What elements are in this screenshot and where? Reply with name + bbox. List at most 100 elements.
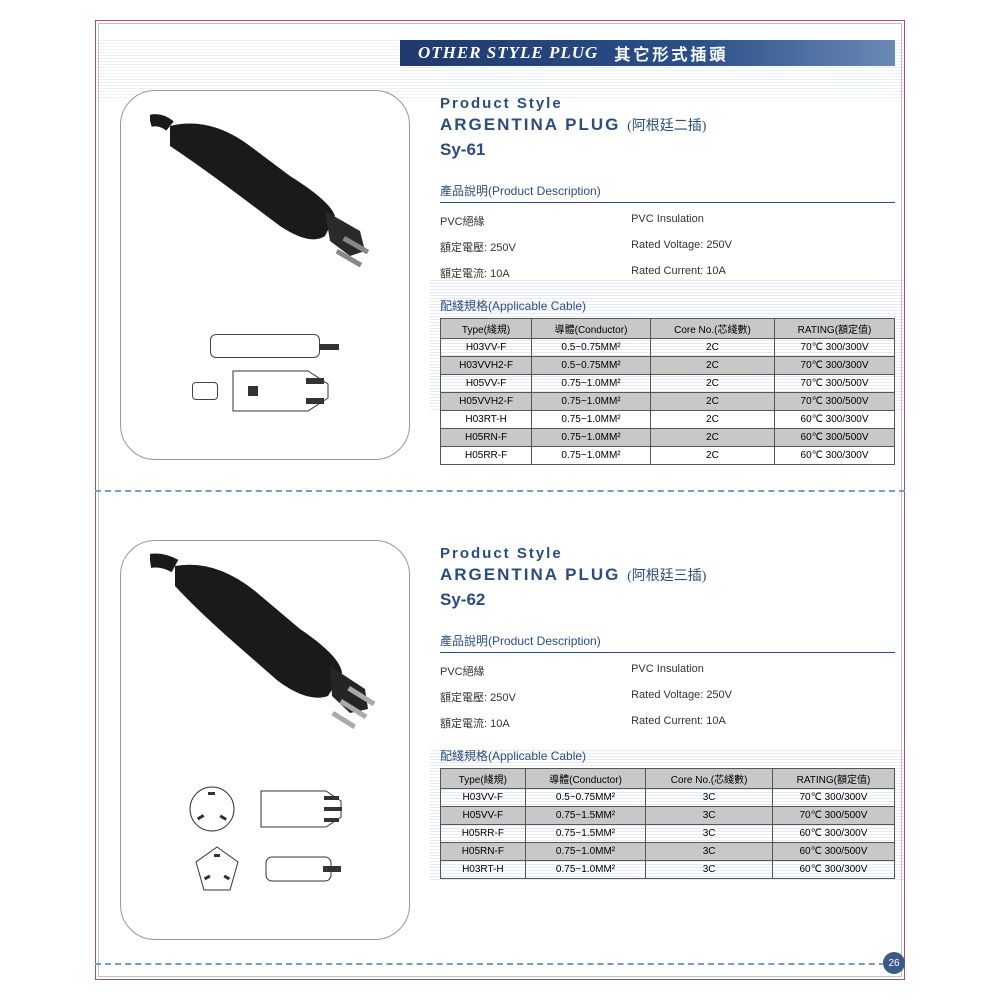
table-cell: 3C — [646, 861, 772, 879]
table-header-cell: 導體(Conductor) — [525, 769, 646, 789]
plug-photo-2 — [145, 551, 385, 751]
table-row: H03VVH2-F0.5~0.75MM²2C70℃ 300/300V — [441, 357, 895, 375]
table-cell: 2C — [650, 357, 774, 375]
table-cell: 70℃ 300/500V — [772, 807, 894, 825]
cable-table-1: Type(綫規)導體(Conductor)Core No.(芯綫數)RATING… — [440, 318, 895, 465]
table-cell: H05RR-F — [441, 825, 526, 843]
table-row: H05RR-F0.75~1.0MM²2C60℃ 300/300V — [441, 447, 895, 465]
table-cell: 0.5~0.75MM² — [532, 339, 651, 357]
table-cell: 0.75~1.0MM² — [532, 447, 651, 465]
table-row: H05VV-F0.75~1.5MM²3C70℃ 300/500V — [441, 807, 895, 825]
table-cell: 0.75~1.0MM² — [525, 861, 646, 879]
desc-header-2: 產品說明(Product Description) — [440, 632, 895, 653]
table-cell: 2C — [650, 339, 774, 357]
plug-diagram-1 — [131, 301, 399, 449]
table-cell: 60℃ 300/300V — [775, 411, 895, 429]
cable-header-2: 配綫規格(Applicable Cable) — [440, 747, 895, 764]
product-title-2: ARGENTINA PLUG (阿根廷三插) — [440, 565, 895, 585]
table-cell: 2C — [650, 447, 774, 465]
table-header-cell: Type(綫規) — [441, 769, 526, 789]
table-cell: 70℃ 300/300V — [775, 357, 895, 375]
table-cell: 70℃ 300/300V — [775, 339, 895, 357]
desc-cell: Rated Voltage: 250V — [631, 239, 895, 255]
table-cell: 2C — [650, 429, 774, 447]
desc-cell: 額定電壓: 250V — [440, 239, 631, 255]
table-row: H03RT-H0.75~1.0MM²2C60℃ 300/300V — [441, 411, 895, 429]
desc-cell: Rated Current: 10A — [631, 715, 895, 731]
table-cell: 2C — [650, 411, 774, 429]
plug-diagram-2 — [131, 751, 399, 929]
product-info-2: Product Style ARGENTINA PLUG (阿根廷三插) Sy-… — [440, 545, 895, 879]
table-cell: H05VVH2-F — [441, 393, 532, 411]
table-cell: 70℃ 300/300V — [772, 789, 894, 807]
table-row: H03VV-F0.5~0.75MM²3C70℃ 300/300V — [441, 789, 895, 807]
table-cell: 0.75~1.0MM² — [532, 411, 651, 429]
desc-cell: PVC Insulation — [631, 663, 895, 679]
desc-grid-2: PVC絕緣PVC Insulation額定電壓: 250VRated Volta… — [440, 663, 895, 731]
table-cell: H05RN-F — [441, 429, 532, 447]
style-label-2: Product Style — [440, 545, 895, 562]
product-info-1: Product Style ARGENTINA PLUG (阿根廷二插) Sy-… — [440, 95, 895, 465]
table-cell: 2C — [650, 375, 774, 393]
table-cell: 60℃ 300/500V — [772, 843, 894, 861]
table-cell: 60℃ 300/300V — [772, 825, 894, 843]
table-cell: 3C — [646, 807, 772, 825]
table-cell: H03RT-H — [441, 861, 526, 879]
table-header-cell: RATING(額定值) — [775, 319, 895, 339]
table-header-cell: 導體(Conductor) — [532, 319, 651, 339]
table-cell: H03VV-F — [441, 339, 532, 357]
table-cell: 0.5~0.75MM² — [532, 357, 651, 375]
table-row: H03VV-F0.5~0.75MM²2C70℃ 300/300V — [441, 339, 895, 357]
product-image-box-1 — [120, 90, 410, 460]
table-cell: 2C — [650, 393, 774, 411]
header-cn: 其它形式插頭 — [614, 41, 728, 65]
page-number: 26 — [883, 952, 905, 974]
table-cell: 3C — [646, 843, 772, 861]
table-cell: H03VVH2-F — [441, 357, 532, 375]
header-en: OTHER STYLE PLUG — [418, 43, 598, 63]
product-title-1: ARGENTINA PLUG (阿根廷二插) — [440, 115, 895, 135]
desc-cell: 額定電壓: 250V — [440, 689, 631, 705]
table-cell: 0.75~1.5MM² — [525, 825, 646, 843]
table-row: H05RR-F0.75~1.5MM²3C60℃ 300/300V — [441, 825, 895, 843]
table-header-cell: Core No.(芯綫數) — [646, 769, 772, 789]
table-cell: 60℃ 300/300V — [775, 447, 895, 465]
table-cell: 60℃ 300/300V — [772, 861, 894, 879]
desc-grid-1: PVC絕緣PVC Insulation額定電壓: 250VRated Volta… — [440, 213, 895, 281]
desc-cell: Rated Voltage: 250V — [631, 689, 895, 705]
table-cell: 3C — [646, 789, 772, 807]
table-cell: 0.75~1.0MM² — [532, 429, 651, 447]
table-cell: H03RT-H — [441, 411, 532, 429]
table-header-cell: Core No.(芯綫數) — [650, 319, 774, 339]
table-cell: H05RR-F — [441, 447, 532, 465]
table-cell: 70℃ 300/500V — [775, 393, 895, 411]
table-cell: 60℃ 300/500V — [775, 429, 895, 447]
divider-1 — [95, 490, 905, 492]
desc-cell: PVC絕緣 — [440, 213, 631, 229]
table-row: H05VVH2-F0.75~1.0MM²2C70℃ 300/500V — [441, 393, 895, 411]
table-cell: 3C — [646, 825, 772, 843]
desc-header-1: 產品說明(Product Description) — [440, 182, 895, 203]
product-block-1: Product Style ARGENTINA PLUG (阿根廷二插) Sy-… — [105, 90, 895, 475]
product-block-2: Product Style ARGENTINA PLUG (阿根廷三插) Sy-… — [105, 540, 895, 955]
table-cell: H05RN-F — [441, 843, 526, 861]
header-banner: OTHER STYLE PLUG 其它形式插頭 — [400, 40, 895, 66]
table-cell: H03VV-F — [441, 789, 526, 807]
table-cell: 0.75~1.0MM² — [532, 393, 651, 411]
desc-cell: Rated Current: 10A — [631, 265, 895, 281]
table-cell: 0.75~1.0MM² — [532, 375, 651, 393]
table-row: H03RT-H0.75~1.0MM²3C60℃ 300/300V — [441, 861, 895, 879]
style-label-1: Product Style — [440, 95, 895, 112]
desc-cell: PVC絕緣 — [440, 663, 631, 679]
product-image-box-2 — [120, 540, 410, 940]
table-cell: 0.75~1.0MM² — [525, 843, 646, 861]
plug-photo-1 — [145, 101, 385, 301]
desc-cell: PVC Insulation — [631, 213, 895, 229]
cable-table-2: Type(綫規)導體(Conductor)Core No.(芯綫數)RATING… — [440, 768, 895, 879]
table-cell: 70℃ 300/500V — [775, 375, 895, 393]
table-row: H05RN-F0.75~1.0MM²2C60℃ 300/500V — [441, 429, 895, 447]
table-header-cell: Type(綫規) — [441, 319, 532, 339]
table-header-cell: RATING(額定值) — [772, 769, 894, 789]
bottom-divider — [95, 963, 905, 965]
table-row: H05RN-F0.75~1.0MM²3C60℃ 300/500V — [441, 843, 895, 861]
